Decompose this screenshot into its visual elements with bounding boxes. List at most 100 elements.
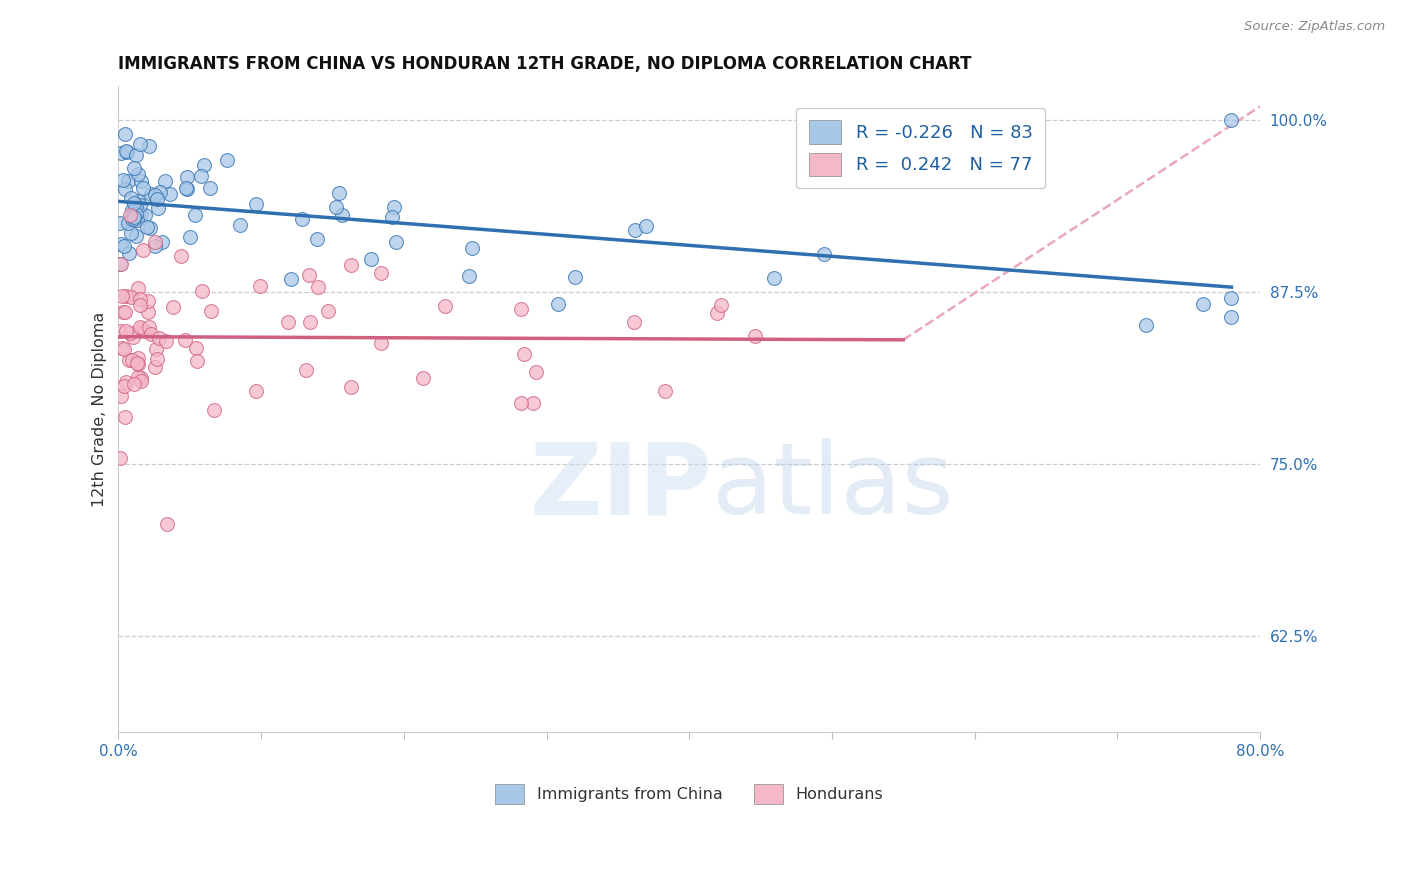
Point [813,247,835,261]
Point [360,252,382,267]
Point [127,357,149,371]
Point [636,219,658,234]
Point [328,186,350,200]
Point [110,257,132,271]
Point [509,301,531,316]
Point [547,297,569,311]
Point [108,451,131,466]
Point [461,241,484,255]
Point [134,208,156,222]
Point [129,371,152,385]
Point [114,127,136,141]
Point [624,223,647,237]
Point [122,330,145,344]
Point [229,218,252,232]
Point [118,353,141,368]
Text: IMMIGRANTS FROM CHINA VS HONDURAN 12TH GRADE, NO DIPLOMA CORRELATION CHART: IMMIGRANTS FROM CHINA VS HONDURAN 12TH G… [118,55,972,73]
Point [120,191,142,205]
Point [115,144,138,158]
Point [131,375,153,389]
Point [111,304,134,318]
Point [412,371,434,385]
Point [114,304,136,318]
Point [146,351,169,366]
Point [190,169,212,183]
Point [129,320,152,334]
Point [122,196,145,211]
Point [136,305,159,319]
Point [458,268,481,283]
Point [120,326,142,341]
Point [108,324,131,338]
Point [186,354,208,368]
Point [291,212,314,227]
Text: Source: ZipAtlas.com: Source: ZipAtlas.com [1244,20,1385,33]
Point [128,298,150,312]
Point [124,148,146,162]
Point [115,289,138,303]
Point [120,208,142,222]
Point [193,158,215,172]
Point [114,376,136,390]
Point [299,315,322,329]
Point [245,384,267,398]
Point [340,258,363,272]
Point [114,410,136,425]
Point [744,329,766,343]
Point [179,230,201,244]
Point [110,236,132,251]
Point [136,293,159,308]
Point [122,211,145,225]
Point [522,396,544,410]
Point [710,298,733,312]
Point [112,238,135,252]
Point [146,193,169,207]
Point [122,161,145,175]
Point [121,203,143,218]
Point [198,181,221,195]
Point [143,188,166,202]
Point [370,336,392,351]
Point [139,221,162,235]
Point [146,202,169,216]
Point [145,342,167,356]
Point [125,356,148,370]
Point [138,139,160,153]
Point [307,280,329,294]
Point [510,396,533,410]
Point [128,198,150,212]
Text: atlas: atlas [711,438,953,535]
Point [202,402,225,417]
Point [330,209,353,223]
Point [120,227,142,241]
Point [120,290,142,304]
Point [139,186,162,201]
Point [153,174,176,188]
Point [125,199,148,213]
Point [217,153,239,167]
Point [143,360,166,375]
Point [150,235,173,249]
Point [763,270,786,285]
Point [114,182,136,196]
Point [131,181,153,195]
Point [121,353,143,368]
Point [184,341,207,355]
Point [136,220,159,235]
Point [155,334,177,348]
Point [125,213,148,227]
Point [117,174,139,188]
Point [111,288,134,302]
Point [316,304,339,318]
Point [110,146,132,161]
Point [108,216,131,230]
Point [305,232,328,246]
Point [162,300,184,314]
Point [385,235,408,249]
Point [124,207,146,221]
Point [1220,310,1243,324]
Point [127,194,149,208]
Point [127,204,149,219]
Point [114,324,136,338]
Point [124,228,146,243]
